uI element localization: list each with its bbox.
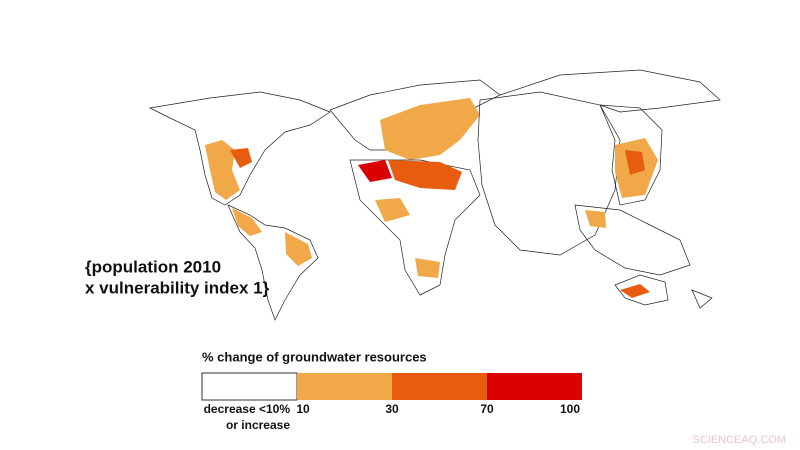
region-fill — [230, 148, 252, 168]
africa — [349, 159, 481, 296]
south-america — [227, 204, 319, 321]
legend-title: % change of groundwater resources — [202, 349, 427, 364]
legend-swatch — [487, 373, 582, 400]
australia — [614, 274, 669, 306]
world-map — [148, 69, 721, 321]
legend-ticks: 10 30 70 100 — [296, 402, 580, 416]
region-fill — [380, 98, 480, 160]
legend-tick-label: 10 — [296, 402, 310, 416]
region-fill — [625, 150, 645, 175]
region-fill — [388, 160, 462, 190]
region-fill — [585, 210, 606, 228]
legend-tick-label: 70 — [480, 402, 494, 416]
region-fill — [358, 160, 392, 182]
legend-swatch — [201, 372, 298, 401]
region-fill — [205, 140, 240, 200]
region-fill — [375, 198, 410, 222]
legend-bar — [201, 372, 582, 401]
legend-label: decrease <10% — [204, 402, 291, 416]
legend-tick-label: 100 — [560, 402, 580, 416]
legend-label: or increase — [226, 418, 290, 432]
map-label: {population 2010 — [85, 257, 221, 276]
region-fill — [232, 208, 262, 236]
southeast-asia — [574, 204, 691, 276]
legend-swatch — [297, 373, 392, 400]
watermark: SCIENCEAQ.COM — [692, 434, 786, 446]
legend-tick-label: 30 — [385, 402, 399, 416]
region-fill — [620, 284, 650, 298]
new-zealand — [691, 289, 713, 309]
north-america — [148, 91, 331, 206]
region-fill — [285, 232, 312, 266]
legend-swatch — [392, 373, 487, 400]
asia-north — [499, 69, 721, 113]
east-asia — [599, 104, 663, 206]
south-asia — [477, 91, 621, 256]
map-label: x vulnerability index 1} — [85, 278, 270, 297]
region-fill — [415, 258, 440, 278]
